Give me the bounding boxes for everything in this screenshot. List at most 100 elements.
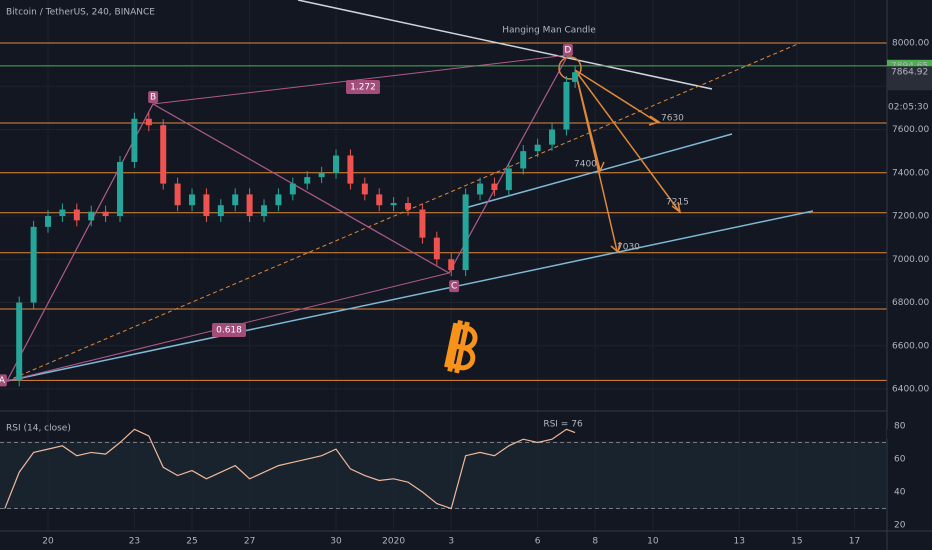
- candle: [30, 226, 37, 303]
- candle: [333, 155, 340, 173]
- candle: [433, 237, 440, 260]
- candle: [318, 172, 325, 178]
- x-tick-label: 6: [535, 537, 541, 547]
- candle: [419, 209, 426, 238]
- candle: [131, 118, 138, 162]
- rsi-line: [4, 428, 576, 510]
- x-tick-label: 8: [592, 537, 598, 547]
- candle: [246, 194, 253, 217]
- candle: [361, 183, 368, 195]
- projection: [574, 69, 680, 252]
- candle: [505, 168, 512, 191]
- price-box: [887, 66, 932, 91]
- candle: [88, 211, 95, 221]
- y-tick-label: 6800.00: [892, 298, 929, 308]
- candle: [189, 194, 196, 206]
- trend-line: [297, 0, 713, 90]
- candle: [203, 194, 210, 217]
- target-label: 7215: [666, 197, 689, 207]
- y-tick-label: 7600.00: [892, 125, 929, 135]
- candle: [405, 203, 412, 210]
- candle: [145, 118, 152, 126]
- y-tick-label: 7200.00: [892, 212, 929, 222]
- candle: [462, 194, 469, 271]
- cover: [887, 429, 932, 439]
- candle: [174, 183, 181, 206]
- y-tick-label: 8000.00: [892, 39, 929, 49]
- rsi-band: [0, 441, 887, 509]
- y-tick-label: 6600.00: [892, 341, 929, 351]
- x-tick-label: 15: [791, 537, 802, 547]
- rsi-tick-label: 40: [894, 488, 906, 498]
- highlight: [558, 56, 582, 80]
- candle: [549, 129, 556, 145]
- candle: [491, 183, 498, 191]
- x-tick-label: 2020: [382, 537, 405, 547]
- fib-line: [6, 42, 801, 382]
- candle: [73, 209, 80, 221]
- support-line: [6, 210, 814, 382]
- rsi-annotation: RSI = 76: [543, 420, 583, 430]
- arrowhead: [595, 115, 682, 254]
- ratio: 0.618: [216, 326, 242, 336]
- candle: [16, 302, 23, 381]
- candle: [534, 144, 541, 152]
- candle: [275, 194, 282, 206]
- candle: [390, 203, 397, 206]
- target-label: 7030: [617, 242, 640, 252]
- candle: [261, 205, 268, 217]
- x-tick-label: 13: [734, 537, 745, 547]
- ratio-box: [212, 323, 246, 337]
- close-price: 7864.92: [891, 68, 928, 78]
- y-tick-label: 7400.00: [892, 168, 929, 178]
- candles: [1, 66, 579, 387]
- rsi-tick-label: 20: [894, 521, 906, 531]
- x-tick-label: 30: [330, 537, 342, 547]
- point-label: A: [0, 376, 6, 386]
- candle: [59, 209, 66, 217]
- point-box: [562, 43, 573, 56]
- candle: [563, 81, 570, 130]
- point-box: [148, 91, 159, 104]
- candle: [477, 183, 484, 195]
- rsi-tick-label: 60: [894, 455, 906, 465]
- y-tick-label: 7000.00: [892, 255, 929, 265]
- candle: [448, 259, 455, 271]
- x-tick-label: 3: [448, 537, 454, 547]
- candle: [520, 151, 527, 169]
- candle: [289, 183, 296, 195]
- candle: [117, 161, 124, 217]
- candle: [347, 155, 354, 184]
- target-label: 7400: [574, 159, 597, 169]
- candle: [572, 72, 579, 82]
- point-box: [449, 280, 460, 293]
- x-tick-label: 25: [186, 537, 197, 547]
- x-tick-label: 23: [129, 537, 140, 547]
- point-box: [0, 374, 7, 387]
- x-tick-label: 17: [849, 537, 860, 547]
- x-tick-label: 27: [244, 537, 255, 547]
- bitcoin-logo: [444, 320, 478, 374]
- target-label: 7630: [661, 114, 684, 124]
- y-tick-label: 6400.00: [892, 385, 929, 395]
- x-tick-label: 10: [647, 537, 659, 547]
- point-label: D: [564, 45, 571, 55]
- rsi-title: RSI (14, close): [6, 424, 71, 434]
- candle: [376, 194, 383, 206]
- x-tick-label: 20: [42, 537, 54, 547]
- candle: [160, 125, 167, 184]
- annotation: Hanging Man Candle: [502, 26, 596, 36]
- point-label: C: [451, 282, 457, 292]
- candle: [102, 211, 109, 217]
- chart-title: Bitcoin / TetherUS, 240, BINANCE: [6, 8, 155, 18]
- ratio: 1.272: [350, 83, 376, 93]
- xabcd-ratio: [152, 54, 569, 105]
- candle: [217, 205, 224, 217]
- countdown: 02:05:30: [888, 103, 929, 113]
- ratio-box: [346, 80, 380, 94]
- point-label: B: [150, 93, 156, 103]
- candle: [304, 177, 311, 184]
- candle: [45, 216, 52, 227]
- rsi-tick-label: 80: [894, 422, 906, 432]
